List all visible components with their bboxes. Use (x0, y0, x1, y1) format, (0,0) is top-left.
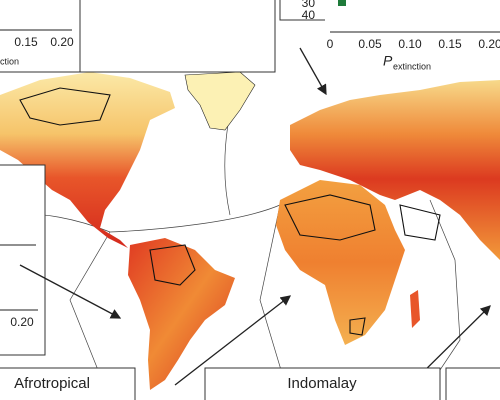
continent (276, 180, 405, 345)
arrow (19, 264, 122, 319)
region-label: Afrotropical (14, 375, 90, 392)
panel-border (279, 0, 325, 21)
region-label: Indomalay (287, 375, 357, 392)
tick-label: 0.20 (10, 315, 34, 329)
arrow (174, 295, 292, 386)
inset-panel (0, 0, 276, 73)
inset-panel (0, 164, 46, 356)
tick-label: 0 (327, 37, 334, 51)
continent (290, 80, 500, 260)
realm-boundary (0, 74, 461, 400)
arrow (299, 47, 327, 96)
bar (338, 0, 346, 6)
label-box (445, 367, 500, 400)
island (410, 290, 420, 328)
continent (0, 72, 175, 248)
tick-label: 0.10 (398, 37, 422, 51)
tick-label: 0.15 (14, 35, 38, 49)
tick-label: 30 (302, 0, 316, 10)
tick-label: 0.20 (50, 35, 74, 49)
ecoregion-outline (19, 87, 441, 336)
greenland (184, 71, 256, 131)
tick-label: 0.05 (358, 37, 382, 51)
axis-label-sub: extinction (393, 61, 431, 71)
tick-label: 40 (302, 8, 316, 22)
continent (128, 238, 235, 390)
tick-label: 0.15 (438, 37, 462, 51)
tick-label: 0.20 (478, 37, 500, 51)
label-box (0, 367, 136, 400)
axis-label: ction (0, 56, 19, 66)
axis-label: P (383, 53, 393, 69)
label-box (204, 367, 441, 400)
